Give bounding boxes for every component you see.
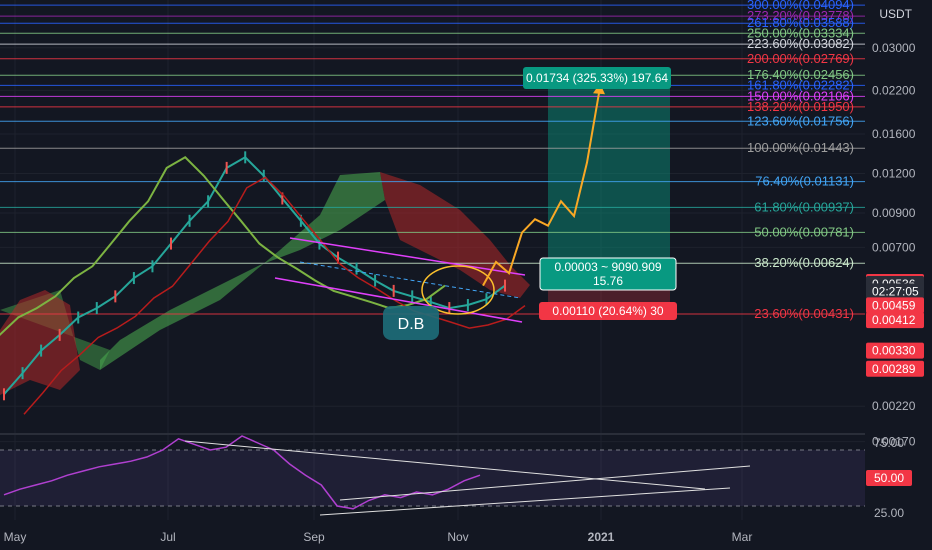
channel-mid [299, 261, 521, 299]
cloud-green-main [100, 172, 385, 370]
price-tick-6: 0.00220 [872, 399, 916, 413]
currency-label: USDT [879, 7, 912, 21]
price-tick-2: 0.01600 [872, 127, 916, 141]
time-tick-5: Mar [732, 530, 753, 544]
projection-line [482, 87, 601, 287]
fib-label-7: 161.80%(0.02282) [747, 77, 854, 92]
fib-label-13: 61.80%(0.00937) [754, 199, 854, 214]
position-box [539, 257, 677, 291]
rsi-trendline-rising [339, 465, 751, 501]
target-zone [548, 70, 670, 260]
rsi-trendline-upper [184, 440, 706, 490]
price-tick-1: 0.02200 [872, 83, 916, 97]
price-tick-3: 0.01200 [872, 166, 916, 180]
pattern-label: D.B [398, 316, 425, 333]
fib-label-3: 250.00%(0.03334) [747, 25, 854, 40]
time-tick-3: Nov [447, 530, 468, 544]
price-tag-2 [866, 283, 924, 300]
fib-label-16: 23.60%(0.00431) [754, 306, 854, 321]
fib-label-1: 273.20%(0.03778) [747, 8, 854, 23]
cloud-red-main [380, 172, 530, 298]
double-bottom-ellipse [421, 265, 495, 315]
time-tick-2: Sep [303, 530, 325, 544]
price-tag-text-2: 02:27:05 [872, 284, 919, 298]
rsi-current-text: 50.00 [874, 471, 904, 485]
fib-label-10: 123.60%(0.01756) [747, 113, 854, 128]
fib-label-8: 150.00%(0.02106) [747, 88, 854, 103]
fib-label-6: 176.40%(0.02456) [747, 67, 854, 82]
fib-label-0: 300.00%(0.04094) [747, 0, 854, 12]
price-tag-6 [866, 360, 924, 377]
rsi-trendline-lower [319, 487, 731, 516]
time-tick-4: 2021 [588, 530, 615, 544]
price-tick-4: 0.00900 [872, 206, 916, 220]
price-tick-0: 0.03000 [872, 41, 916, 55]
target-box [523, 67, 671, 89]
rsi-line [3, 435, 481, 510]
position-box-line2: 15.76 [593, 274, 623, 288]
lagging-span [0, 156, 446, 336]
fib-label-14: 50.00%(0.00781) [754, 224, 854, 239]
fib-label-11: 100.00%(0.01443) [747, 140, 854, 155]
stop-box-text: 0.00110 (20.64%) 30 [552, 304, 664, 318]
base-line [23, 176, 526, 415]
fib-label-15: 38.20%(0.00624) [754, 255, 854, 270]
rsi-current-tag [866, 470, 912, 486]
price-tick-7: 0.00170 [872, 435, 916, 449]
price-tag-text-4: 0.00412 [872, 313, 916, 327]
pattern-label-box [383, 306, 439, 340]
fibonacci-levels: 300.00%(0.04094)273.20%(0.03778)261.80%(… [0, 0, 865, 321]
target-box-text: 0.01734 (325.33%) 197.64 [526, 71, 668, 85]
time-axis[interactable]: May Jul Sep Nov 2021 Mar [4, 530, 753, 544]
price-tick-5: 0.00700 [872, 240, 916, 254]
channel-lower [274, 277, 523, 323]
ichimoku-cloud [0, 172, 530, 395]
price-series [0, 151, 526, 415]
annotations: 0.01734 (325.33%) 197.64 0.00003 ~ 9090.9… [383, 67, 677, 340]
time-tick-0: May [4, 530, 27, 544]
fib-label-4: 223.60%(0.03082) [747, 36, 854, 51]
fib-label-9: 138.20%(0.01950) [747, 99, 854, 114]
position-box-line1: 0.00003 ~ 9090.909 [554, 260, 661, 274]
rsi-tick-0: 75.00 [874, 436, 904, 450]
time-tick-1: Jul [160, 530, 175, 544]
price-line [3, 156, 506, 395]
fib-label-5: 200.00%(0.02769) [747, 51, 854, 66]
price-tag-text-6: 0.00289 [872, 362, 916, 376]
price-tag-5 [866, 342, 924, 359]
rsi-band [0, 450, 865, 506]
falling-channel [274, 237, 526, 323]
price-axis[interactable]: USDT 0.03000 0.02200 0.01600 0.01200 0.00900 0… [866, 7, 924, 449]
fib-label-12: 76.40%(0.01131) [755, 174, 854, 189]
fib-label-2: 261.80%(0.03588) [747, 15, 854, 30]
price-tag-text-5: 0.00330 [872, 344, 916, 358]
channel-upper [289, 237, 526, 276]
rsi-tick-2: 25.00 [874, 506, 904, 520]
price-tag-4 [866, 312, 924, 329]
stop-box [539, 302, 677, 320]
price-tag-3 [866, 297, 924, 314]
price-tag-text-3: 0.00459 [872, 298, 916, 312]
